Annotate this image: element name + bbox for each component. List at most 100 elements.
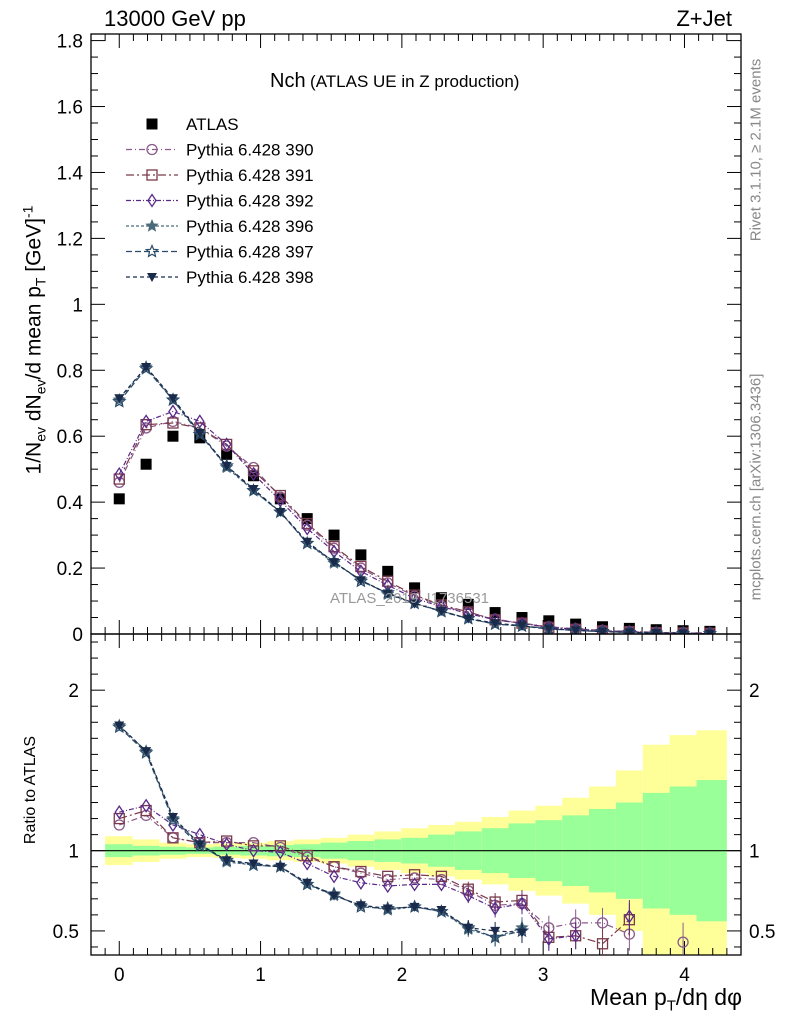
data-point [543,624,554,634]
data-point [355,901,366,911]
data-point [167,812,178,822]
data-point [675,625,691,634]
legend-marker [146,169,158,181]
legend-label: Pythia 6.428 390 [186,141,314,160]
mcplots-reference-label: mcplots.cern.ch [arXiv:1306.3436] [747,373,765,601]
data-point [490,926,501,936]
header-channel-label: Z+Jet [676,6,732,31]
data-point [275,862,286,872]
data-point [408,869,421,881]
data-point [624,628,635,634]
data-point [141,747,152,757]
data-point [274,493,286,505]
y-tick-label: 2 [68,681,79,702]
legend-marker [144,243,160,258]
data-point [328,529,340,541]
plot-title: Nch [270,70,306,92]
x-tick-label: 3 [538,965,549,986]
data-point [221,856,232,866]
data-point [328,861,340,873]
data-point [302,878,313,888]
legend-entry: Pythia 6.428 397 [126,243,314,262]
data-point [165,812,181,827]
legend-label: Pythia 6.428 396 [186,217,314,236]
rivet-version-label: Rivet 3.1.10, ≥ 2.1M events [747,58,765,242]
x-tick-label: 0 [114,965,125,986]
data-point [487,929,503,944]
data-point [221,437,232,452]
data-point [275,508,286,518]
data-point [329,891,340,901]
series-6 [114,362,715,634]
data-point [382,878,393,894]
data-point [329,558,340,568]
data-point [167,394,178,404]
y-tick-label: 0 [72,625,83,646]
y-tick-label: 1.8 [57,32,83,53]
data-point [141,798,151,813]
data-point [113,812,125,825]
data-point [490,901,500,916]
data-point [114,804,125,820]
y-tick-label: 2 [749,681,760,702]
header-process-label: 13000 GeV pp [104,6,246,31]
data-point [517,896,527,911]
y-tick-label: 0.5 [749,922,775,943]
data-point [221,448,233,460]
data-point [702,626,718,634]
data-point [114,394,125,404]
y-tick-label: 1.4 [57,163,84,184]
legend-entry: Pythia 6.428 398 [126,268,314,287]
legend-entry: ATLAS [146,115,239,134]
data-point [704,629,715,634]
legend-label: Pythia 6.428 398 [186,268,314,287]
data-point [247,840,260,852]
data-point [382,589,393,599]
legend-marker [146,143,158,156]
legend-label: ATLAS [186,115,239,134]
data-point [409,877,420,892]
data-point [436,606,447,616]
data-point [382,904,393,914]
plot-subtitle: (ATLAS UE in Z production) [310,72,520,91]
y-tick-label: 1 [68,842,79,863]
data-point [355,549,367,561]
data-point [435,870,448,883]
data-point [409,599,420,609]
data-point [112,394,127,408]
data-point [274,840,286,852]
data-point [570,626,581,634]
ratio-series-group [112,718,689,955]
ratio-series-5 [114,721,527,944]
data-point [463,923,474,933]
legend-label: Pythia 6.428 392 [186,192,314,211]
ratio-plot: 0 1 2 3 4 0.5 0.5 1 1 2 2 [53,633,775,986]
data-point [248,843,259,858]
plot-title-group: Nch (ATLAS UE in Z production) [270,70,519,93]
data-point [140,419,152,431]
data-point [677,936,689,948]
x-axis-title: Mean pT/dη dφ [590,984,742,1015]
series-line [119,805,576,940]
y-tick-label: 0.2 [57,559,83,580]
data-point [651,629,662,634]
data-point [141,362,152,372]
data-point [516,621,527,631]
data-point [463,888,474,903]
legend-label: Pythia 6.428 397 [186,243,314,262]
y-tick-label: 0.8 [57,361,83,382]
data-point [409,582,421,594]
data-point [516,928,527,938]
data-point [382,565,394,577]
data-point [221,461,232,471]
data-point [113,493,125,505]
data-point [248,484,259,494]
legend: ATLAS Pythia 6.428 390 Pythia 6.428 391 Pyt… [126,115,314,287]
y-tick-label: 0.4 [57,493,84,514]
data-point [194,840,205,850]
data-point [490,619,501,629]
data-point [301,849,313,862]
data-point [113,819,125,831]
data-point [409,902,420,912]
